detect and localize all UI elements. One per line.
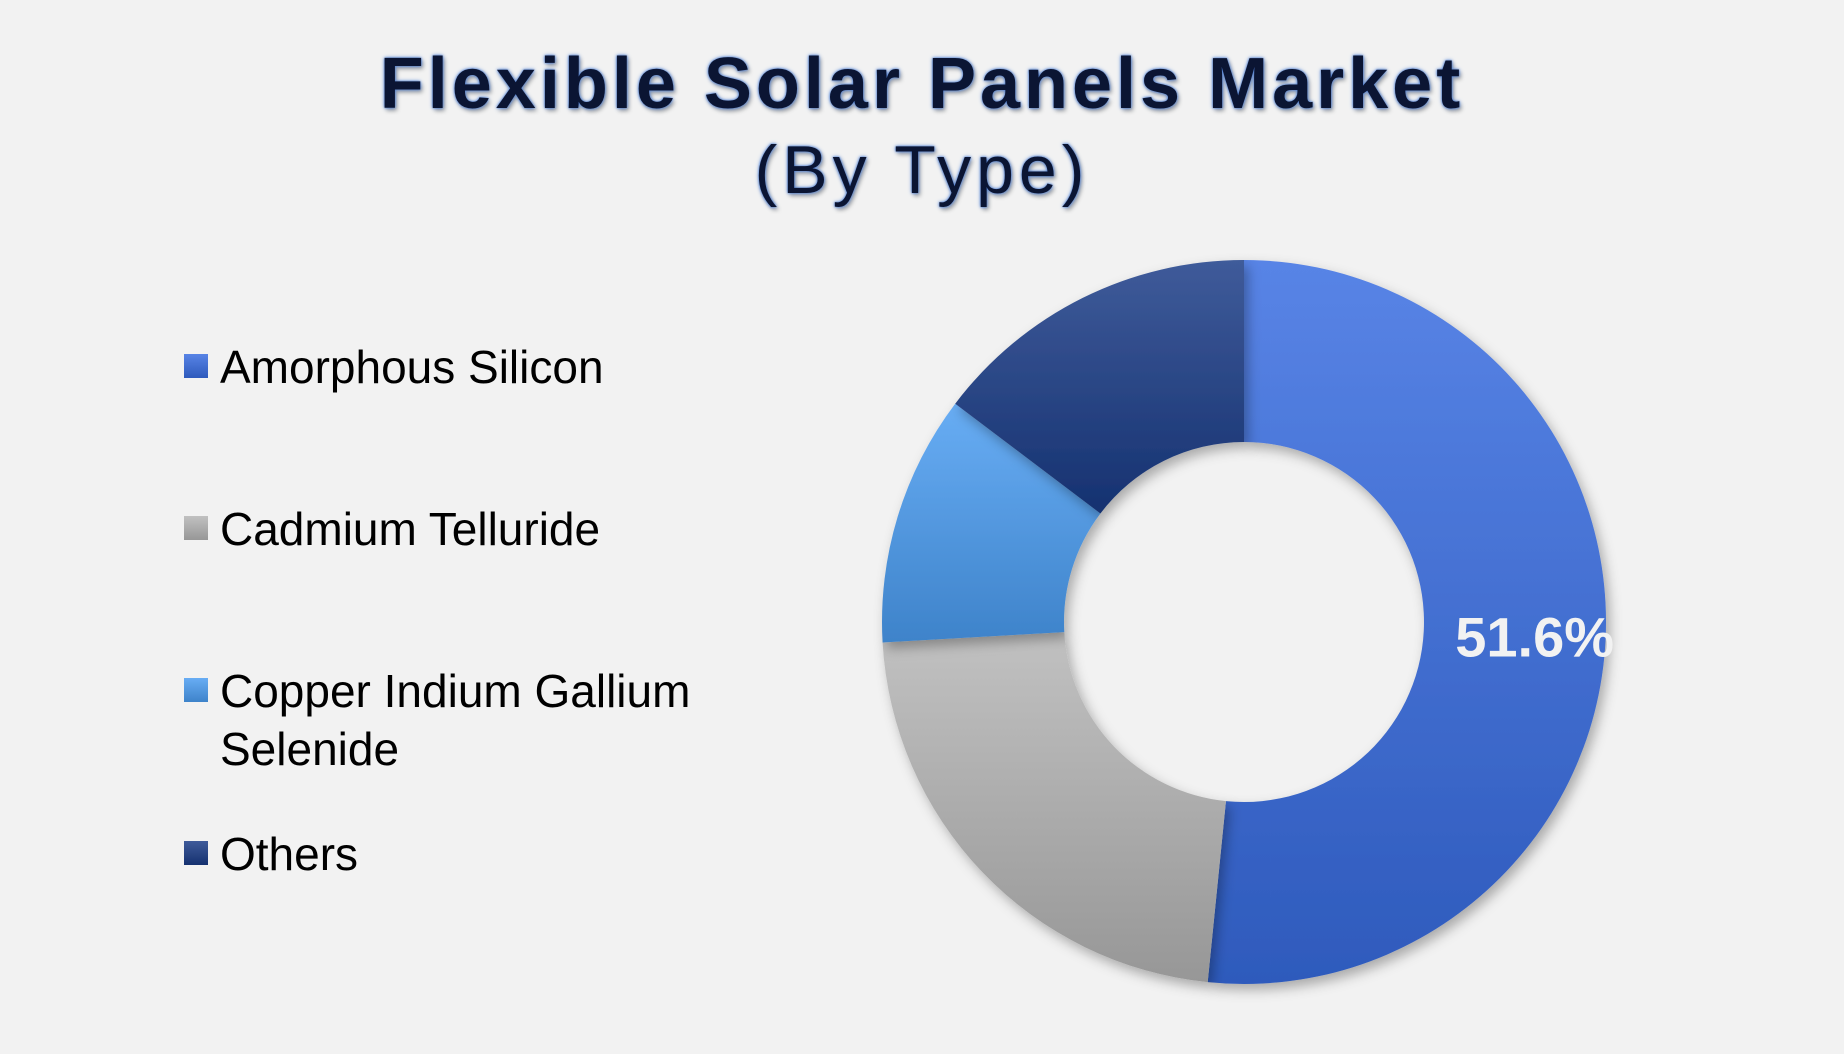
legend-label-cigs: Copper Indium Gallium Selenide <box>220 665 691 775</box>
chart-title: Flexible Solar Panels Market <box>379 44 1465 124</box>
legend-swatch-cadmium-telluride <box>184 516 208 540</box>
donut-slice-others <box>955 260 1244 514</box>
donut-labels: 51.6% <box>1455 606 1614 669</box>
legend-item-cigs: Copper Indium Gallium Selenide <box>184 662 780 778</box>
legend-swatch-amorphous-silicon <box>184 354 208 378</box>
title-block: Flexible Solar Panels Market (By Type) <box>0 40 1844 212</box>
legend: Amorphous Silicon Cadmium Telluride Copp… <box>184 0 804 1054</box>
legend-item-amorphous-silicon: Amorphous Silicon <box>184 338 780 396</box>
donut-slice-amorphous-silicon <box>1207 260 1607 984</box>
legend-label-others: Others <box>220 828 359 880</box>
chart-subtitle: (By Type) <box>754 132 1090 208</box>
legend-label-cadmium-telluride: Cadmium Telluride <box>220 503 601 555</box>
data-label-amorphous-silicon: 51.6% <box>1455 606 1614 669</box>
legend-item-cadmium-telluride: Cadmium Telluride <box>184 500 780 558</box>
donut-slice-cigs <box>882 403 1101 643</box>
donut-slices <box>882 260 1607 984</box>
legend-swatch-others <box>184 841 208 865</box>
legend-swatch-cigs <box>184 678 208 702</box>
donut-slice-cadmium-telluride <box>882 632 1226 983</box>
legend-label-amorphous-silicon: Amorphous Silicon <box>220 341 604 393</box>
legend-item-others: Others <box>184 825 780 883</box>
